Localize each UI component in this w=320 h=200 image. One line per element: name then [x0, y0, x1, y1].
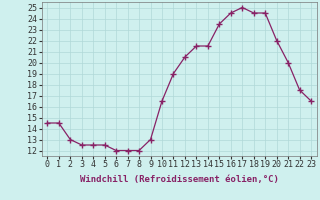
X-axis label: Windchill (Refroidissement éolien,°C): Windchill (Refroidissement éolien,°C) — [80, 175, 279, 184]
